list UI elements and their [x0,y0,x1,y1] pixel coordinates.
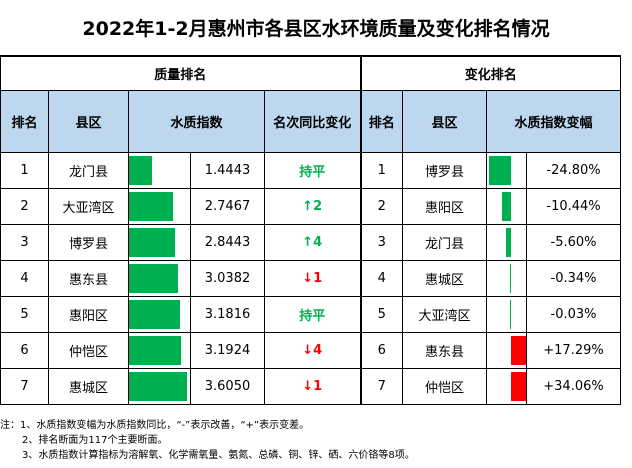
quality-index-value: 2.7467 [190,187,265,225]
ranking-table: 质量排名 变化排名 排名 县区 水质指数 名次同比变化 排名 县区 水质指数变幅… [0,55,622,405]
change-county: 博罗县 [402,151,487,189]
header-index-change: 水质指数变幅 [485,89,622,153]
table-row: 5 惠阳区 3.1816 持平 5 大亚湾区 -0.03% [0,295,622,333]
quality-index-bar [129,155,153,185]
quality-rank: 7 [0,367,49,405]
quality-index-value: 3.6050 [190,367,265,405]
header-water-index: 水质指数 [128,89,265,153]
footnote-3: 3、水质指数计算指标为溶解氧、化学需氧量、氨氮、总磷、铜、锌、硒、六价铬等8项。 [22,450,415,461]
quality-bar-cell [128,151,191,189]
change-county: 仲恺区 [402,367,487,405]
change-county: 惠东县 [402,331,487,369]
page-title: 2022年1-2月惠州市各县区水环境质量及变化排名情况 [82,18,550,40]
header-rank-change: 排名 [359,89,403,153]
change-bar-cell [486,187,527,225]
change-rank: 3 [359,223,403,261]
quality-county: 惠阳区 [48,295,129,333]
quality-county: 惠东县 [48,259,129,297]
group-change-ranking: 变化排名 [359,55,622,91]
quality-bar-cell [128,367,191,405]
quality-index-value: 3.0382 [190,259,265,297]
quality-bar-cell [128,187,191,225]
quality-index-value: 2.8443 [190,223,265,261]
quality-county: 仲恺区 [48,331,129,369]
table-row: 1 龙门县 1.4443 持平 1 博罗县 -24.80% [0,151,622,189]
quality-county: 龙门县 [48,151,129,189]
quality-rank: 3 [0,223,49,261]
quality-index-bar [129,263,178,293]
quality-index-value: 3.1816 [190,295,265,333]
yoy-change: 持平 [264,151,361,189]
footnote-2: 2、排名断面为117个主要断面。 [22,435,168,446]
yoy-change: ↓1 [264,259,361,297]
change-county: 惠阳区 [402,187,487,225]
deterioration-bar [511,335,526,365]
quality-county: 惠城区 [48,367,129,405]
change-rank: 4 [359,259,403,297]
change-value: +17.29% [525,331,622,369]
change-bar-cell [486,367,527,405]
change-bar-cell [486,223,527,261]
change-rank: 5 [359,295,403,333]
table-row: 2 大亚湾区 2.7467 ↑2 2 惠阳区 -10.44% [0,187,622,225]
change-rank: 6 [359,331,403,369]
change-rank: 2 [359,187,403,225]
change-value: -10.44% [525,187,622,225]
quality-bar-cell [128,331,191,369]
yoy-change: 持平 [264,295,361,333]
quality-bar-cell [128,223,191,261]
improvement-bar [510,299,511,329]
quality-rank: 1 [0,151,49,189]
yoy-change: ↑2 [264,187,361,225]
quality-bar-cell [128,259,191,297]
table-row: 3 博罗县 2.8443 ↑4 3 龙门县 -5.60% [0,223,622,261]
quality-index-value: 1.4443 [190,151,265,189]
yoy-change: ↓1 [264,367,361,405]
quality-index-bar [129,299,181,329]
header-rank: 排名 [0,89,49,153]
header-county: 县区 [48,89,129,153]
deterioration-bar [511,371,526,401]
change-value: +34.06% [525,367,622,405]
change-bar-cell [486,331,527,369]
table-row: 6 仲恺区 3.1924 ↓4 6 惠东县 +17.29% [0,331,622,369]
change-county: 惠城区 [402,259,487,297]
change-value: -0.34% [525,259,622,297]
quality-county: 大亚湾区 [48,187,129,225]
header-county-change: 县区 [402,89,487,153]
footnote-1: 注：1、水质指数变幅为水质指数同比，“-”表示改善，“+”表示变差。 [0,420,310,431]
quality-rank: 5 [0,295,49,333]
change-value: -0.03% [525,295,622,333]
change-rank: 1 [359,151,403,189]
quality-rank: 2 [0,187,49,225]
quality-index-value: 3.1924 [190,331,265,369]
footnotes: 注：1、水质指数变幅为水质指数同比，“-”表示改善，“+”表示变差。 2、排名断… [0,418,632,463]
change-county: 龙门县 [402,223,487,261]
yoy-change: ↑4 [264,223,361,261]
change-bar-cell [486,259,527,297]
quality-index-bar [129,191,174,221]
improvement-bar [489,155,511,185]
table-row: 4 惠东县 3.0382 ↓1 4 惠城区 -0.34% [0,259,622,297]
quality-bar-cell [128,295,191,333]
group-quality-ranking: 质量排名 [0,55,361,91]
improvement-bar [501,191,511,221]
quality-index-bar [129,227,175,257]
quality-rank: 6 [0,331,49,369]
table-row: 7 惠城区 3.6050 ↓1 7 仲恺区 +34.06% [0,367,622,405]
yoy-change: ↓4 [264,331,361,369]
header-yoy-change: 名次同比变化 [264,89,361,153]
quality-county: 博罗县 [48,223,129,261]
change-bar-cell [486,151,527,189]
change-value: -5.60% [525,223,622,261]
change-value: -24.80% [525,151,622,189]
quality-rank: 4 [0,259,49,297]
improvement-bar [506,227,511,257]
change-bar-cell [486,295,527,333]
quality-index-bar [129,335,181,365]
change-county: 大亚湾区 [402,295,487,333]
change-rank: 7 [359,367,403,405]
improvement-bar [510,263,511,293]
quality-index-bar [129,371,187,401]
